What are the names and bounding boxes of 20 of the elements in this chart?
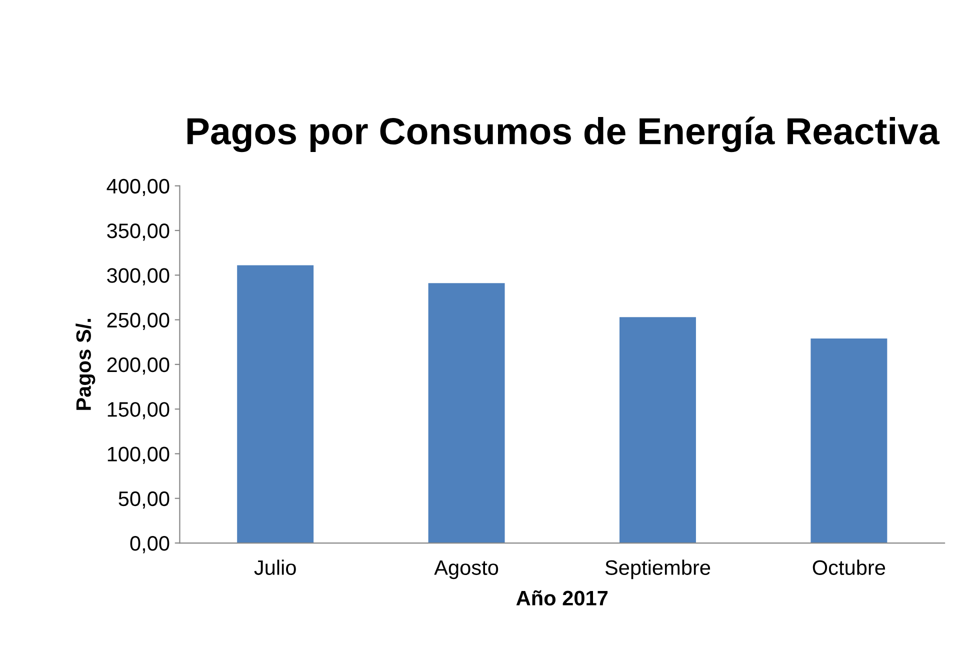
y-tick-label: 300,00 xyxy=(107,268,170,286)
x-tick-label: Octubre xyxy=(812,560,886,575)
y-axis-title: Pagos S/. xyxy=(76,318,96,410)
y-tick-label: 400,00 xyxy=(106,178,170,196)
y-tick-label: 50,00 xyxy=(118,491,170,509)
bar xyxy=(619,317,696,544)
x-axis-title: Año 2017 xyxy=(516,590,608,606)
x-tick-label: Agosto xyxy=(434,560,498,580)
y-tick-label: 250,00 xyxy=(107,312,170,330)
y-tick-label: 100,00 xyxy=(108,446,170,464)
y-tick-label: 350,00 xyxy=(107,223,170,241)
y-tick-label: 150,00 xyxy=(108,402,170,420)
bar xyxy=(810,338,888,544)
chart-title: Pagos por Consumos de Energía Reactiva xyxy=(187,116,940,152)
y-tick-label: 0,00 xyxy=(130,536,170,554)
bar xyxy=(428,283,505,544)
y-tick-label: 200,00 xyxy=(107,357,170,375)
bar xyxy=(237,265,314,544)
x-tick-label: Julio xyxy=(254,560,296,575)
x-tick-label: Septiembre xyxy=(605,560,710,580)
